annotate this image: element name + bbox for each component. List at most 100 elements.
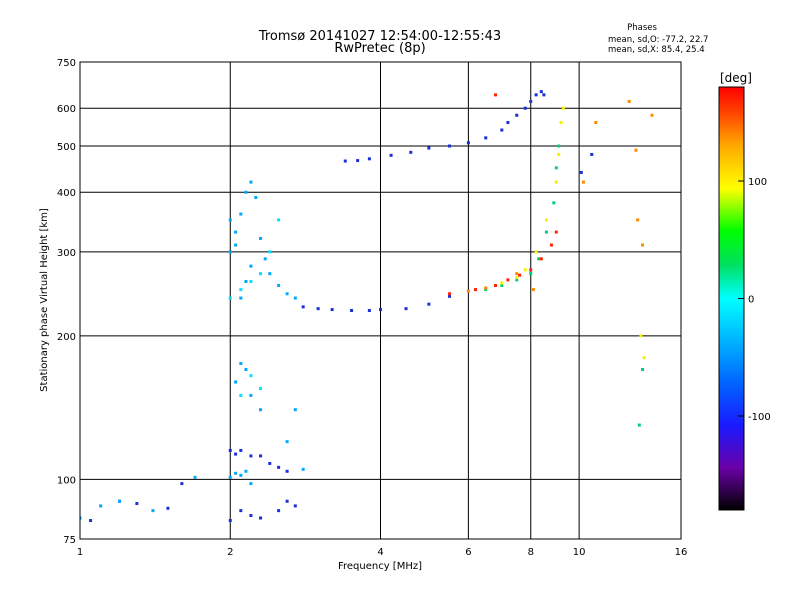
- y-tick-label: 200: [57, 332, 76, 343]
- data-point: [285, 292, 289, 296]
- data-point: [529, 272, 533, 276]
- chart-title-line2: RwPretec (8p): [334, 41, 425, 56]
- data-point: [515, 278, 519, 282]
- data-point: [554, 230, 558, 234]
- data-point: [639, 334, 643, 338]
- data-point: [234, 380, 238, 384]
- data-point: [268, 250, 272, 254]
- data-point: [367, 308, 371, 312]
- x-tick-label: 16: [675, 547, 688, 558]
- data-point: [239, 296, 243, 300]
- data-point: [239, 473, 243, 477]
- y-tick-label: 75: [63, 535, 76, 546]
- data-point: [301, 305, 305, 309]
- data-point: [579, 170, 583, 174]
- data-point: [277, 509, 281, 513]
- data-point: [448, 292, 452, 296]
- data-point: [316, 307, 320, 311]
- data-point: [249, 514, 253, 518]
- data-point: [135, 502, 139, 506]
- data-point: [244, 469, 248, 473]
- y-tick-label: 100: [57, 475, 76, 486]
- data-point: [228, 218, 232, 222]
- data-point: [539, 90, 543, 94]
- data-point: [99, 504, 103, 508]
- data-point: [330, 308, 334, 312]
- data-point: [529, 99, 533, 103]
- data-point: [557, 152, 561, 156]
- data-point: [534, 93, 538, 97]
- data-point: [268, 461, 272, 465]
- data-point: [234, 243, 238, 247]
- data-point: [544, 230, 548, 234]
- data-point: [259, 236, 263, 240]
- data-point: [554, 166, 558, 170]
- data-point: [531, 288, 535, 292]
- colorbar-tick-label: 0: [748, 295, 754, 306]
- data-point: [627, 99, 631, 103]
- data-point: [427, 302, 431, 306]
- data-point: [166, 506, 170, 510]
- y-ticks: 75 100 200 300 400 500 600 750: [57, 58, 76, 546]
- y-tick-label: 500: [57, 142, 76, 153]
- data-point: [80, 516, 82, 520]
- data-point: [249, 482, 253, 486]
- data-point: [404, 307, 408, 311]
- x-axis-label: Frequency [MHz]: [338, 561, 422, 572]
- data-point: [484, 136, 488, 140]
- data-point: [427, 146, 431, 150]
- data-point: [244, 279, 248, 283]
- data-point: [234, 452, 238, 456]
- x-ticks: 1 2 4 6 8 10 16: [77, 547, 688, 558]
- data-point: [518, 273, 522, 277]
- data-point: [277, 283, 281, 287]
- data-point: [259, 454, 263, 458]
- y-tick-label: 750: [57, 58, 76, 69]
- data-point: [180, 482, 184, 486]
- data-point: [515, 276, 519, 280]
- data-point: [523, 106, 527, 110]
- data-point: [249, 393, 253, 397]
- data-point: [350, 308, 354, 312]
- data-point: [234, 471, 238, 475]
- data-point: [285, 499, 289, 503]
- data-point: [590, 152, 594, 156]
- x-tick-label: 2: [227, 547, 233, 558]
- data-point: [89, 519, 93, 523]
- data-point: [239, 212, 243, 216]
- data-point: [484, 288, 488, 292]
- data-point: [448, 144, 452, 148]
- phases-heading: Phases: [627, 23, 657, 33]
- phases-line-o: mean, sd,O: -77.2, 22.7: [608, 35, 708, 45]
- data-point: [636, 218, 640, 222]
- x-tick-label: 6: [465, 547, 471, 558]
- data-point: [506, 278, 510, 282]
- data-point: [249, 180, 253, 184]
- data-point: [557, 144, 561, 148]
- data-point: [561, 106, 565, 110]
- data-point: [529, 268, 533, 272]
- data-point: [285, 440, 289, 444]
- data-point: [367, 157, 371, 161]
- data-point: [259, 408, 263, 412]
- data-point: [293, 296, 297, 300]
- data-point: [466, 289, 470, 293]
- data-point: [228, 448, 232, 452]
- data-point: [650, 113, 654, 117]
- data-point: [448, 294, 452, 298]
- data-point: [641, 243, 645, 247]
- data-point: [379, 308, 382, 312]
- data-point: [539, 257, 543, 261]
- data-point: [642, 356, 646, 360]
- data-point: [534, 250, 538, 254]
- y-tick-label: 600: [57, 104, 76, 115]
- data-point: [249, 264, 253, 268]
- data-point: [594, 121, 598, 125]
- y-tick-label: 300: [57, 248, 76, 259]
- data-point: [239, 393, 243, 397]
- colorbar-label: [deg]: [720, 71, 752, 85]
- chart-title-line1: Tromsø 20141027 12:54:00-12:55:43: [258, 29, 501, 44]
- data-point: [473, 288, 477, 292]
- x-tick-label: 4: [377, 547, 383, 558]
